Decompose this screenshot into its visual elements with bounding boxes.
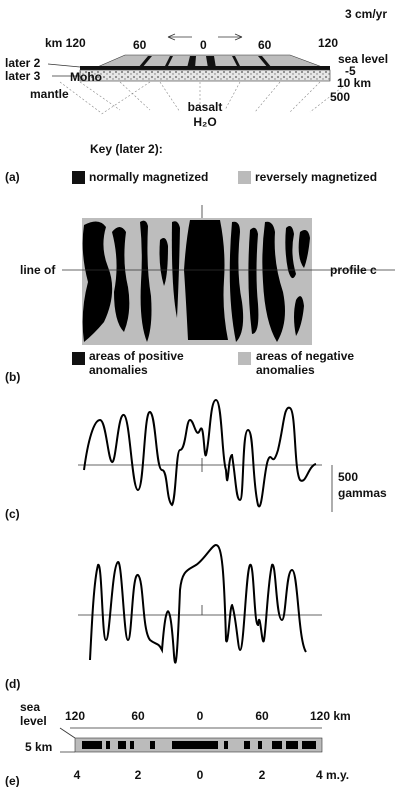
distance-tick: 120: [65, 709, 85, 723]
key-negative: anomalies: [256, 363, 315, 377]
age-tick: 4: [74, 768, 81, 782]
key-normal: normally magnetized: [89, 170, 208, 184]
distance-tick: 60: [131, 709, 145, 723]
basalt-layer: [79, 69, 331, 82]
depth-label: 500: [330, 90, 350, 104]
key-reverse: reversely magnetized: [255, 170, 377, 184]
depth-label: -5: [345, 64, 356, 78]
magnetized-layer: [80, 66, 330, 70]
distance-tick: 0: [197, 709, 204, 723]
moho-label: Moho: [70, 70, 102, 84]
swatch-negative: [238, 352, 251, 365]
swatch-normal: [72, 171, 85, 184]
distance-tick: 60: [255, 709, 269, 723]
leader: [59, 727, 76, 753]
layer-label: later 3: [5, 69, 41, 83]
age-tick: 4 m.y.: [316, 768, 349, 782]
positive-areas: [82, 220, 310, 342]
arrow-head: [234, 33, 243, 41]
layer-label: later 2: [5, 56, 41, 70]
anomaly-curve: [83, 398, 317, 508]
arrow-head: [167, 33, 176, 41]
distance-tick: 120: [318, 36, 338, 50]
distance-tick: 60: [133, 38, 147, 52]
panel-label: (d): [5, 677, 20, 691]
age-tick: 2: [135, 768, 142, 782]
distance-tick: 0: [200, 38, 207, 52]
anomaly-map: line of profile c: [20, 205, 395, 345]
swatch-positive: [72, 352, 85, 365]
profile-d: [78, 543, 322, 664]
panel-label: (a): [5, 170, 20, 184]
profile-c: 500 gammas: [78, 398, 387, 512]
key-negative: areas of negative: [256, 349, 354, 363]
key-positive: anomalies: [89, 363, 148, 377]
swatch-reverse: [238, 171, 251, 184]
line-label: line of: [20, 263, 56, 277]
mantle-lines: [59, 81, 346, 116]
distance-tick: 120 km: [310, 709, 351, 723]
anomaly-curve: [89, 543, 307, 664]
scale-label: gammas: [338, 486, 387, 500]
stripes: [138, 56, 272, 68]
scale-label: 500: [338, 470, 358, 484]
basalt-label: basalt: [188, 100, 223, 114]
water-label: H₂O: [193, 115, 216, 129]
mantle-label: mantle: [30, 87, 69, 101]
sea-level-label: level: [20, 714, 47, 728]
key-title: Key (later 2):: [90, 142, 163, 156]
sea-level-label: sea: [20, 700, 40, 714]
depth-label: 10 km: [337, 76, 371, 90]
spreading-rate: 3 cm/yr: [345, 7, 387, 21]
distance-label: km 120: [45, 36, 86, 50]
age-tick: 0: [197, 768, 204, 782]
panel-label: (b): [5, 370, 20, 384]
normal-stripes: [82, 741, 316, 749]
sea-level-label: sea level: [338, 52, 388, 66]
panel-label: (e): [5, 774, 20, 787]
panel-label: (c): [5, 507, 20, 521]
ridge-section: 3 cm/yr km 120 60 0 60 120 sea level lat…: [5, 7, 388, 129]
leader: [47, 63, 81, 68]
distance-tick: 60: [258, 38, 272, 52]
key-positive: areas of positive: [89, 349, 184, 363]
age-strip: sea level 5 km 120 60 0 60 120 km 4 2 0 …: [20, 700, 351, 782]
age-tick: 2: [259, 768, 266, 782]
depth-label: 5 km: [25, 740, 52, 754]
line-label: profile c: [330, 263, 377, 277]
